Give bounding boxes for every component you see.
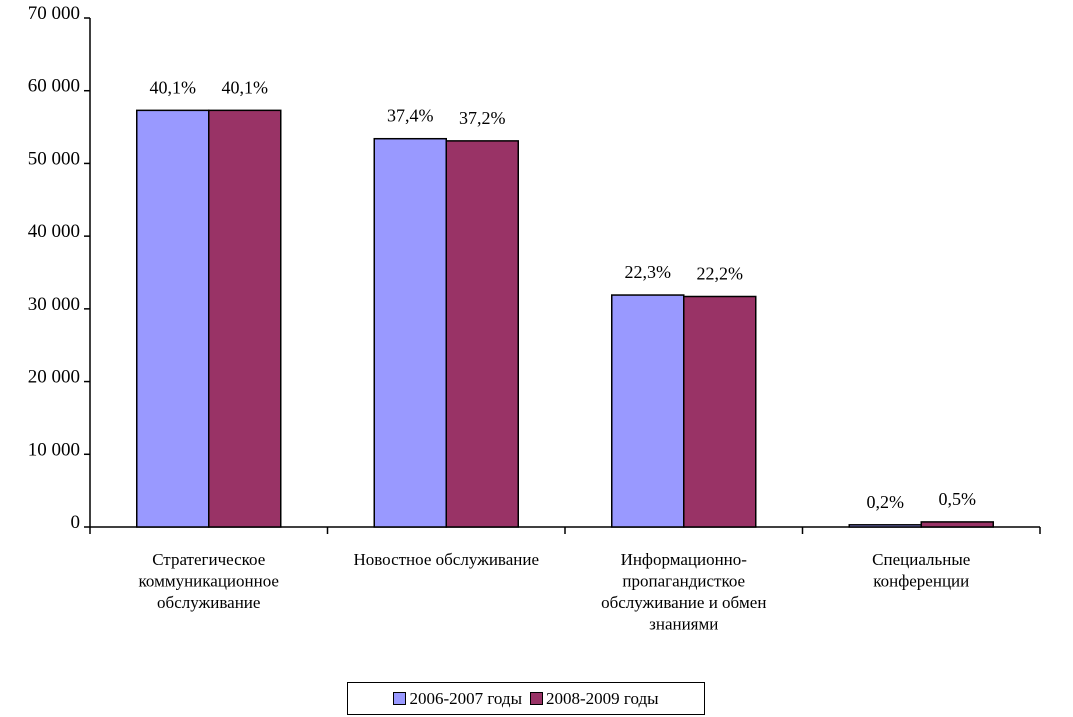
data-label: 37,2% <box>459 108 506 128</box>
legend-item-series-2: 2008-2009 годы <box>530 689 659 709</box>
data-label: 22,3% <box>625 262 672 282</box>
bar-series-2 <box>208 109 282 528</box>
data-label: 40,1% <box>222 77 269 97</box>
legend-swatch-series-1 <box>393 692 407 705</box>
legend-label-series-2: 2008-2009 годы <box>546 688 659 708</box>
data-label: 0,2% <box>867 492 905 512</box>
y-tick-label: 0 <box>71 512 81 533</box>
legend-label-series-1: 2006-2007 годы <box>409 688 522 708</box>
data-label: 0,5% <box>939 489 977 509</box>
data-label: 22,2% <box>697 263 744 283</box>
y-tick-label: 60 000 <box>28 76 80 97</box>
legend-item-series-1: 2006-2007 годы <box>393 689 522 709</box>
bar-series-1 <box>136 109 210 528</box>
y-tick-label: 30 000 <box>28 294 80 315</box>
data-label: 40,1% <box>150 77 197 97</box>
bar-series-1 <box>611 294 685 528</box>
category-label: Специальные конференции <box>872 550 970 591</box>
category-labels: Стратегическое коммуникационное обслуживан… <box>139 550 971 634</box>
y-tick-label: 20 000 <box>28 367 80 388</box>
data-labels: 40,1% 37,4% 22,3% 0,2% 40,1% 37,2% 22,2% 0,5% <box>150 77 977 511</box>
bars <box>136 109 994 528</box>
legend: 2006-2007 годы 2008-2009 годы <box>347 682 705 715</box>
category-label: Новостное обслуживание <box>353 550 539 569</box>
bar-series-2 <box>683 295 757 528</box>
category-label: Информационно-пропагандисткое обслуживани… <box>601 550 766 634</box>
y-tick-label: 50 000 <box>28 148 80 169</box>
y-axis: 0 10 000 20 000 30 000 40 000 50 000 60 000 70 … <box>28 3 91 533</box>
bar-series-1 <box>373 137 447 528</box>
y-tick-label: 70 000 <box>28 3 80 24</box>
legend-swatch-series-2 <box>530 692 543 705</box>
bar-series-2 <box>920 521 994 528</box>
bar-series-2 <box>445 140 519 528</box>
data-label: 37,4% <box>387 106 434 126</box>
bar-series-1 <box>848 524 922 528</box>
y-tick-label: 10 000 <box>28 439 80 460</box>
y-tick-label: 40 000 <box>28 221 80 242</box>
x-axis <box>89 526 1041 534</box>
category-label: Стратегическое коммуникационное обслуживан… <box>139 550 279 612</box>
